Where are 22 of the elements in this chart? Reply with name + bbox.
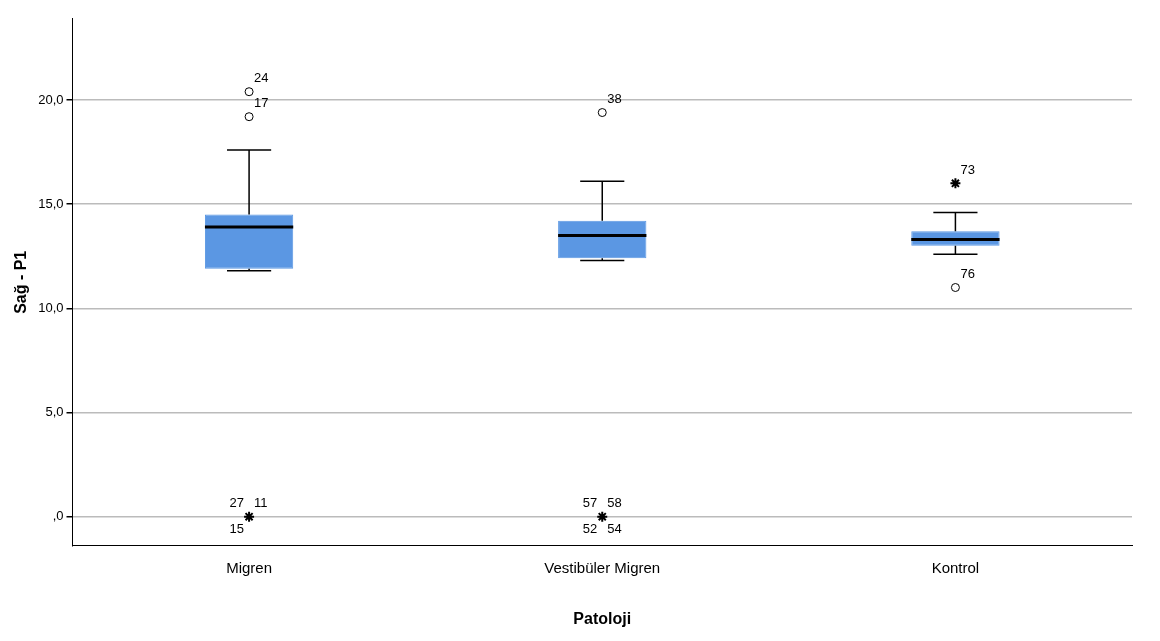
annotation: 17 <box>254 95 269 111</box>
annotation: 24 <box>254 70 269 86</box>
x-tick-label: Kontrol <box>931 558 980 576</box>
annotation: 73 <box>960 161 975 177</box>
annotation: 11 <box>254 495 268 511</box>
annotation: 15 <box>229 521 245 537</box>
annotation: 38 <box>607 91 622 107</box>
annotation: 76 <box>960 266 975 282</box>
x-tick-label: Vestibüler Migren <box>544 558 661 576</box>
x-axis-title: Patoloji <box>573 609 632 627</box>
y-tick-label: ,0 <box>52 508 64 524</box>
x-tick-label: Migren <box>226 558 273 576</box>
y-tick-label: 15,0 <box>38 195 64 211</box>
annotation: 52 <box>582 521 598 537</box>
y-tick-label: 5,0 <box>45 404 64 420</box>
annotation: 57 <box>582 495 598 511</box>
annotation: 58 <box>607 495 622 511</box>
annotation: 54 <box>607 521 622 537</box>
y-tick-label: 20,0 <box>38 91 64 107</box>
y-axis-title: Sağ - P1 <box>12 250 30 314</box>
y-tick-label: 10,0 <box>38 299 64 315</box>
annotation: 27 <box>229 495 245 511</box>
